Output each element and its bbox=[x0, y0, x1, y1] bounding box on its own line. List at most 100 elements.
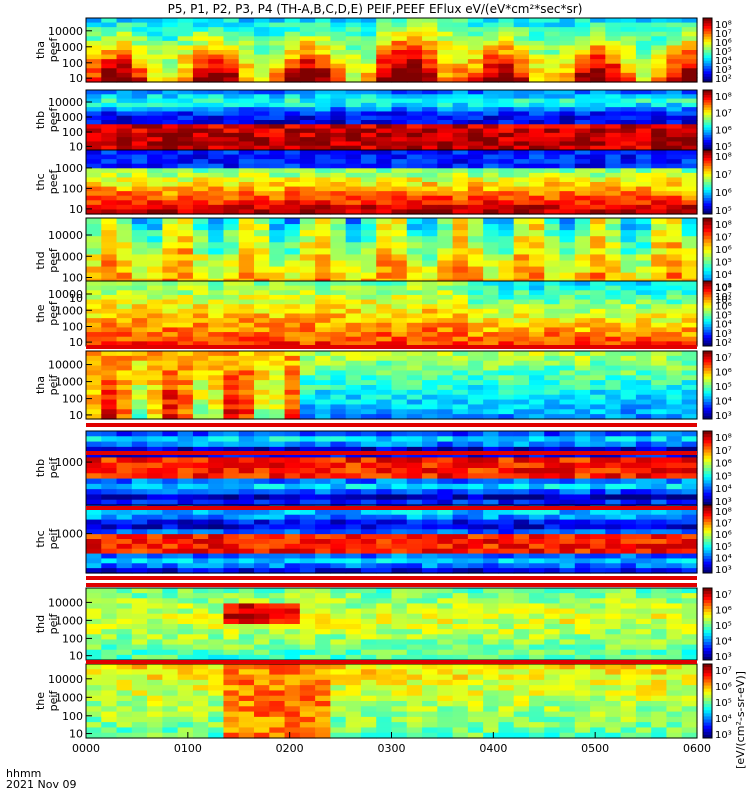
y-tick-label: 10 bbox=[69, 140, 83, 153]
panel-label-product: peef bbox=[47, 300, 60, 326]
panel-label-probe: tha bbox=[34, 376, 47, 394]
colorbar-tick-label: 10⁸ bbox=[715, 433, 732, 444]
page-title: P5, P1, P2, P3, P4 (TH-A,B,C,D,E) PEIF,P… bbox=[167, 2, 583, 16]
colorbar-tick-label: 10³ bbox=[715, 283, 732, 294]
panel-label-probe: thc bbox=[34, 530, 47, 547]
mode-band bbox=[86, 660, 697, 664]
colorbar-tick-label: 10⁶ bbox=[715, 125, 732, 136]
panel-label-probe: the bbox=[34, 304, 47, 322]
colorbar-tick-label: 10⁸ bbox=[715, 152, 732, 163]
panel-frame bbox=[85, 17, 698, 83]
panel-thc-peif: 1000 thc peif bbox=[34, 504, 698, 574]
colorbar-tick-label: 10³ bbox=[715, 329, 732, 340]
colorbar-tick-label: 10⁶ bbox=[715, 682, 732, 693]
x-tick-label: 0100 bbox=[174, 742, 202, 755]
colorbar-thd-peif: 10³ 10⁴ 10⁵ 10⁶ 10⁷ bbox=[702, 587, 732, 663]
y-tick-label: 10000 bbox=[48, 673, 83, 686]
panel-frame bbox=[85, 149, 698, 215]
y-tick-label: 10 bbox=[69, 650, 83, 663]
colorbar-tick-label: 10⁷ bbox=[715, 666, 732, 677]
colorbar-tick-label: 10⁸ bbox=[715, 283, 732, 294]
panel-label-probe: thb bbox=[34, 111, 47, 129]
colorbar-tick-label: 10⁷ bbox=[715, 519, 732, 530]
x-axis: 0000 0100 0200 0300 0400 0500 0600 bbox=[72, 732, 711, 755]
colorbar-frame bbox=[702, 350, 713, 420]
y-tick-label: 100 bbox=[62, 126, 83, 139]
panel-label-product: peef bbox=[47, 169, 60, 195]
mode-band bbox=[86, 583, 697, 587]
x-tick-label: 0600 bbox=[683, 742, 711, 755]
colorbar-tick-label: 10⁵ bbox=[715, 258, 732, 269]
colorbar-tick-label: 10⁸ bbox=[715, 507, 732, 518]
colorbar-tick-label: 10³ bbox=[715, 65, 732, 76]
x-tick-label: 0200 bbox=[276, 742, 304, 755]
x-tick-label: 0400 bbox=[479, 742, 507, 755]
colorbar-the-peif: 10³ 10⁴ 10⁵ 10⁶ 10⁷ bbox=[702, 663, 732, 741]
colorbar-tick-label: 10⁷ bbox=[715, 109, 732, 120]
colorbar-tick-label: 10⁵ bbox=[715, 47, 732, 58]
colorbar-tick-label: 10⁸ bbox=[715, 20, 732, 31]
y-tick-label: 10 bbox=[69, 292, 83, 305]
panel-label-product: peif bbox=[47, 528, 60, 550]
colorbar-tick-label: 10⁶ bbox=[715, 368, 732, 379]
y-tick-label: 1000 bbox=[55, 111, 83, 124]
colorbar-tick-label: 10⁵ bbox=[715, 206, 732, 217]
colorbar-tick-label: 10⁵ bbox=[715, 698, 732, 709]
colorbar-tha-peif: 10³ 10⁴ 10⁵ 10⁶ 10⁷ bbox=[702, 350, 732, 422]
colorbar-frame bbox=[702, 17, 713, 83]
colorbar-tick-label: 10⁸ bbox=[715, 220, 732, 231]
colorbar-tick-label: 10⁷ bbox=[715, 353, 732, 364]
colorbar-tick-label: 10⁵ bbox=[715, 142, 732, 153]
colorbar-tick-label: 10⁵ bbox=[715, 542, 732, 553]
colorbar-tick-label: 10³ bbox=[715, 497, 732, 508]
mode-band bbox=[86, 506, 697, 510]
colorbar-thb-peef: 10⁵ 10⁶ 10⁷ 10⁸ bbox=[702, 89, 732, 153]
panel-label-product: peif bbox=[47, 613, 60, 635]
colorbar-tick-label: 10² bbox=[715, 295, 732, 306]
colorbar-tick-label: 10² bbox=[715, 74, 732, 85]
y-tick-label: 100 bbox=[62, 632, 83, 645]
panel-label-probe: thc bbox=[34, 173, 47, 190]
panel-frame bbox=[85, 350, 698, 420]
colorbar-frame bbox=[702, 663, 713, 739]
y-tick-label: 100 bbox=[62, 182, 83, 195]
y-tick-label: 1000 bbox=[55, 376, 83, 389]
y-tick-label: 10000 bbox=[48, 596, 83, 609]
colorbar-tick-label: 10² bbox=[715, 338, 732, 349]
colorbar-tick-label: 10⁴ bbox=[715, 270, 732, 281]
y-tick-label: 100 bbox=[62, 272, 83, 285]
colorbar-unit-label: [eV/(cm²-s-sr-eV)] bbox=[734, 671, 747, 769]
y-tick-label: 1000 bbox=[55, 456, 83, 469]
panel-label-product: peef bbox=[47, 37, 60, 63]
y-tick-label: 10 bbox=[69, 203, 83, 216]
y-tick-label: 100 bbox=[62, 57, 83, 70]
colorbar-tick-label: 10³ bbox=[715, 652, 732, 663]
colorbar-tick-label: 10⁴ bbox=[715, 553, 732, 564]
colorbar-tick-label: 10⁶ bbox=[715, 459, 732, 470]
y-tick-label: 10000 bbox=[48, 96, 83, 109]
y-tick-label: 100 bbox=[62, 710, 83, 723]
colorbar-tick-label: 10⁵ bbox=[715, 621, 732, 632]
panel-label-product: peif bbox=[47, 690, 60, 712]
colorbar-tick-label: 10⁴ bbox=[715, 637, 732, 648]
colorbar-tick-label: 10⁴ bbox=[715, 484, 732, 495]
y-tick-label: 1000 bbox=[55, 304, 83, 317]
colorbar-tick-label: 10³ bbox=[715, 730, 732, 741]
x-tick-label: 0300 bbox=[378, 742, 406, 755]
y-tick-label: 10000 bbox=[48, 359, 83, 372]
y-tick-label: 1000 bbox=[55, 162, 83, 175]
x-tick-label: 0000 bbox=[72, 742, 100, 755]
y-tick-label: 10 bbox=[69, 72, 83, 85]
panel-label-probe: thd bbox=[34, 251, 47, 269]
colorbar-thc-peef: 10⁵ 10⁶ 10⁷ 10⁸ bbox=[702, 149, 732, 217]
colorbar-tick-label: 10⁷ bbox=[715, 170, 732, 181]
colorbar-tick-label: 10⁵ bbox=[715, 471, 732, 482]
colorbar-tick-label: 10⁷ bbox=[715, 233, 732, 244]
y-tick-label: 10 bbox=[69, 336, 83, 349]
